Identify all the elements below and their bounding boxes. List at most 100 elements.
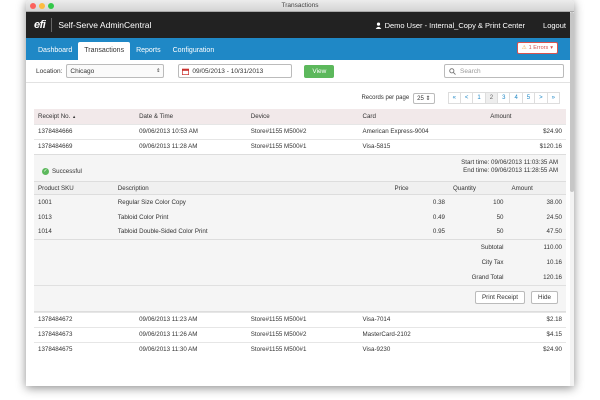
check-icon: ✓ xyxy=(42,168,49,175)
card-cell: Visa-5815 xyxy=(358,138,487,154)
amount-cell: $24.90 xyxy=(486,123,566,139)
amount-cell: $120.16 xyxy=(486,138,566,154)
quantity-cell: 50 xyxy=(496,228,504,236)
print-receipt-button[interactable]: Print Receipt xyxy=(474,290,526,304)
transaction-detail-panel: ✓ Successful Start time: 09/06/2013 11:0… xyxy=(34,154,566,312)
tab-configuration[interactable]: Configuration xyxy=(172,47,215,54)
card-cell: Visa-7014 xyxy=(358,311,487,327)
receipt-cell: 1378484673 xyxy=(34,326,136,342)
table-row[interactable]: 1378484669 09/06/2013 11:28 AM Store#115… xyxy=(34,138,566,154)
user-menu[interactable]: Demo User - Internal_Copy & Print Center xyxy=(375,21,525,30)
sku-cell: 1014 xyxy=(38,228,52,236)
price-cell: 0.95 xyxy=(432,228,445,236)
device-cell: Store#1155 M500#1 xyxy=(246,341,359,357)
location-label: Location: xyxy=(36,67,63,75)
price-cell: 0.49 xyxy=(432,213,445,221)
device-cell: Store#1155 M500#2 xyxy=(246,123,359,139)
device-cell: Store#1155 M500#1 xyxy=(246,311,359,327)
amount-cell: 38.00 xyxy=(546,198,562,206)
user-icon xyxy=(375,21,381,29)
amount-cell: $2.18 xyxy=(486,311,566,327)
filter-bar: Location: Chicago ⇕ 09/05/2013 - 10/31/2… xyxy=(26,60,574,83)
price-header: Price xyxy=(390,181,449,195)
date-cell: 09/06/2013 10:53 AM xyxy=(135,123,247,139)
receipt-cell: 1378484675 xyxy=(34,341,136,357)
table-row[interactable]: 1378484672 09/06/2013 11:23 AM Store#115… xyxy=(34,311,566,327)
errors-label: 1 Errors xyxy=(528,45,549,51)
hide-button[interactable]: Hide xyxy=(531,290,558,304)
tax-value: 10.16 xyxy=(546,258,562,266)
search-icon xyxy=(449,67,456,75)
scrollbar-thumb[interactable] xyxy=(570,12,574,192)
minimize-window-button[interactable] xyxy=(39,3,45,9)
search-placeholder: Search xyxy=(460,67,481,75)
amount-header: Amount xyxy=(507,181,566,195)
line-item-row: 1001 Regular Size Color Copy 0.38 100 38… xyxy=(34,195,566,210)
amount-cell: 24.50 xyxy=(546,213,562,221)
location-select[interactable]: Chicago ⇕ xyxy=(66,64,165,78)
page-4[interactable]: 4 xyxy=(509,92,523,104)
tab-transactions[interactable]: Transactions xyxy=(78,42,131,60)
subtotal-label: Subtotal xyxy=(480,243,504,251)
pagination-bar: Records per page 25 ⇕ « < 1 2 3 4 5 > » xyxy=(34,87,566,109)
zoom-window-button[interactable] xyxy=(48,3,54,9)
device-cell: Store#1155 M500#1 xyxy=(246,138,359,154)
grand-total-label: Grand Total xyxy=(471,273,504,281)
traffic-lights xyxy=(30,3,54,9)
description-cell: Tabloid Color Print xyxy=(117,213,169,221)
amount-cell: $4.15 xyxy=(486,326,566,342)
view-button[interactable]: View xyxy=(304,64,335,78)
tab-dashboard[interactable]: Dashboard xyxy=(38,47,73,54)
sku-header: Product SKU xyxy=(34,181,114,195)
description-header: Description xyxy=(113,181,391,195)
select-arrows-icon: ⇕ xyxy=(156,68,161,74)
column-header-card[interactable]: Card xyxy=(358,109,487,124)
tab-reports[interactable]: Reports xyxy=(136,47,161,54)
receipt-cell: 1378484666 xyxy=(34,123,136,139)
line-items-header: Product SKU Description Price Quantity A… xyxy=(34,181,566,195)
search-input[interactable]: Search xyxy=(444,64,564,78)
app-name: Self-Serve AdminCentral xyxy=(58,20,152,30)
line-item-row: 1013 Tabloid Color Print 0.49 50 24.50 xyxy=(34,210,566,225)
chevron-down-icon: ▾ xyxy=(550,45,553,51)
errors-badge[interactable]: ⚠ 1 Errors ▾ xyxy=(516,42,558,54)
efi-logo: efi xyxy=(34,19,46,31)
amount-cell: $24.90 xyxy=(486,341,566,357)
page-2[interactable]: 2 xyxy=(484,92,499,104)
page-1[interactable]: 1 xyxy=(472,92,486,104)
page-first[interactable]: « xyxy=(447,92,461,104)
date-cell: 09/06/2013 11:30 AM xyxy=(135,341,247,357)
app-header: efi Self-Serve AdminCentral Demo User - … xyxy=(26,12,574,38)
subtotal-row: Subtotal 110.00 xyxy=(34,239,566,255)
scrollbar-track[interactable] xyxy=(570,12,574,386)
tax-label: City Tax xyxy=(481,258,504,266)
price-cell: 0.38 xyxy=(432,198,445,206)
table-row[interactable]: 1378484673 09/06/2013 11:26 AM Store#115… xyxy=(34,326,566,342)
line-item-row: 1014 Tabloid Double-Sided Color Print 0.… xyxy=(34,225,566,240)
status-text: Successful xyxy=(52,168,82,175)
table-row[interactable]: 1378484675 09/06/2013 11:30 AM Store#115… xyxy=(34,341,566,357)
column-header-receipt[interactable]: Receipt No. ▲ xyxy=(34,109,136,124)
table-row[interactable]: 1378484666 09/06/2013 10:53 AM Store#115… xyxy=(34,123,566,139)
page-prev[interactable]: < xyxy=(459,92,474,104)
column-header-device[interactable]: Device xyxy=(246,109,359,124)
logout-link[interactable]: Logout xyxy=(543,20,566,30)
sku-cell: 1013 xyxy=(38,213,52,221)
receipt-cell: 1378484669 xyxy=(34,138,136,154)
calendar-icon xyxy=(182,68,190,75)
records-per-page-select[interactable]: 25 ⇕ xyxy=(413,92,435,104)
page-next[interactable]: > xyxy=(534,92,548,104)
column-header-date[interactable]: Date & Time xyxy=(135,109,247,124)
transaction-times: Start time: 09/06/2013 11:03:35 AM End t… xyxy=(461,159,558,181)
page-last[interactable]: » xyxy=(546,92,560,104)
column-header-amount[interactable]: Amount xyxy=(486,109,566,124)
date-range-field[interactable]: 09/05/2013 - 10/31/2013 xyxy=(178,64,293,78)
window-titlebar: Transactions xyxy=(26,0,574,12)
page-3[interactable]: 3 xyxy=(497,92,511,104)
main-content: Records per page 25 ⇕ « < 1 2 3 4 5 > » … xyxy=(26,83,574,386)
close-window-button[interactable] xyxy=(30,3,36,9)
warning-icon: ⚠ xyxy=(521,45,527,51)
quantity-header: Quantity xyxy=(448,181,508,195)
page-5[interactable]: 5 xyxy=(521,92,536,104)
status-badge: ✓ Successful xyxy=(42,162,82,181)
